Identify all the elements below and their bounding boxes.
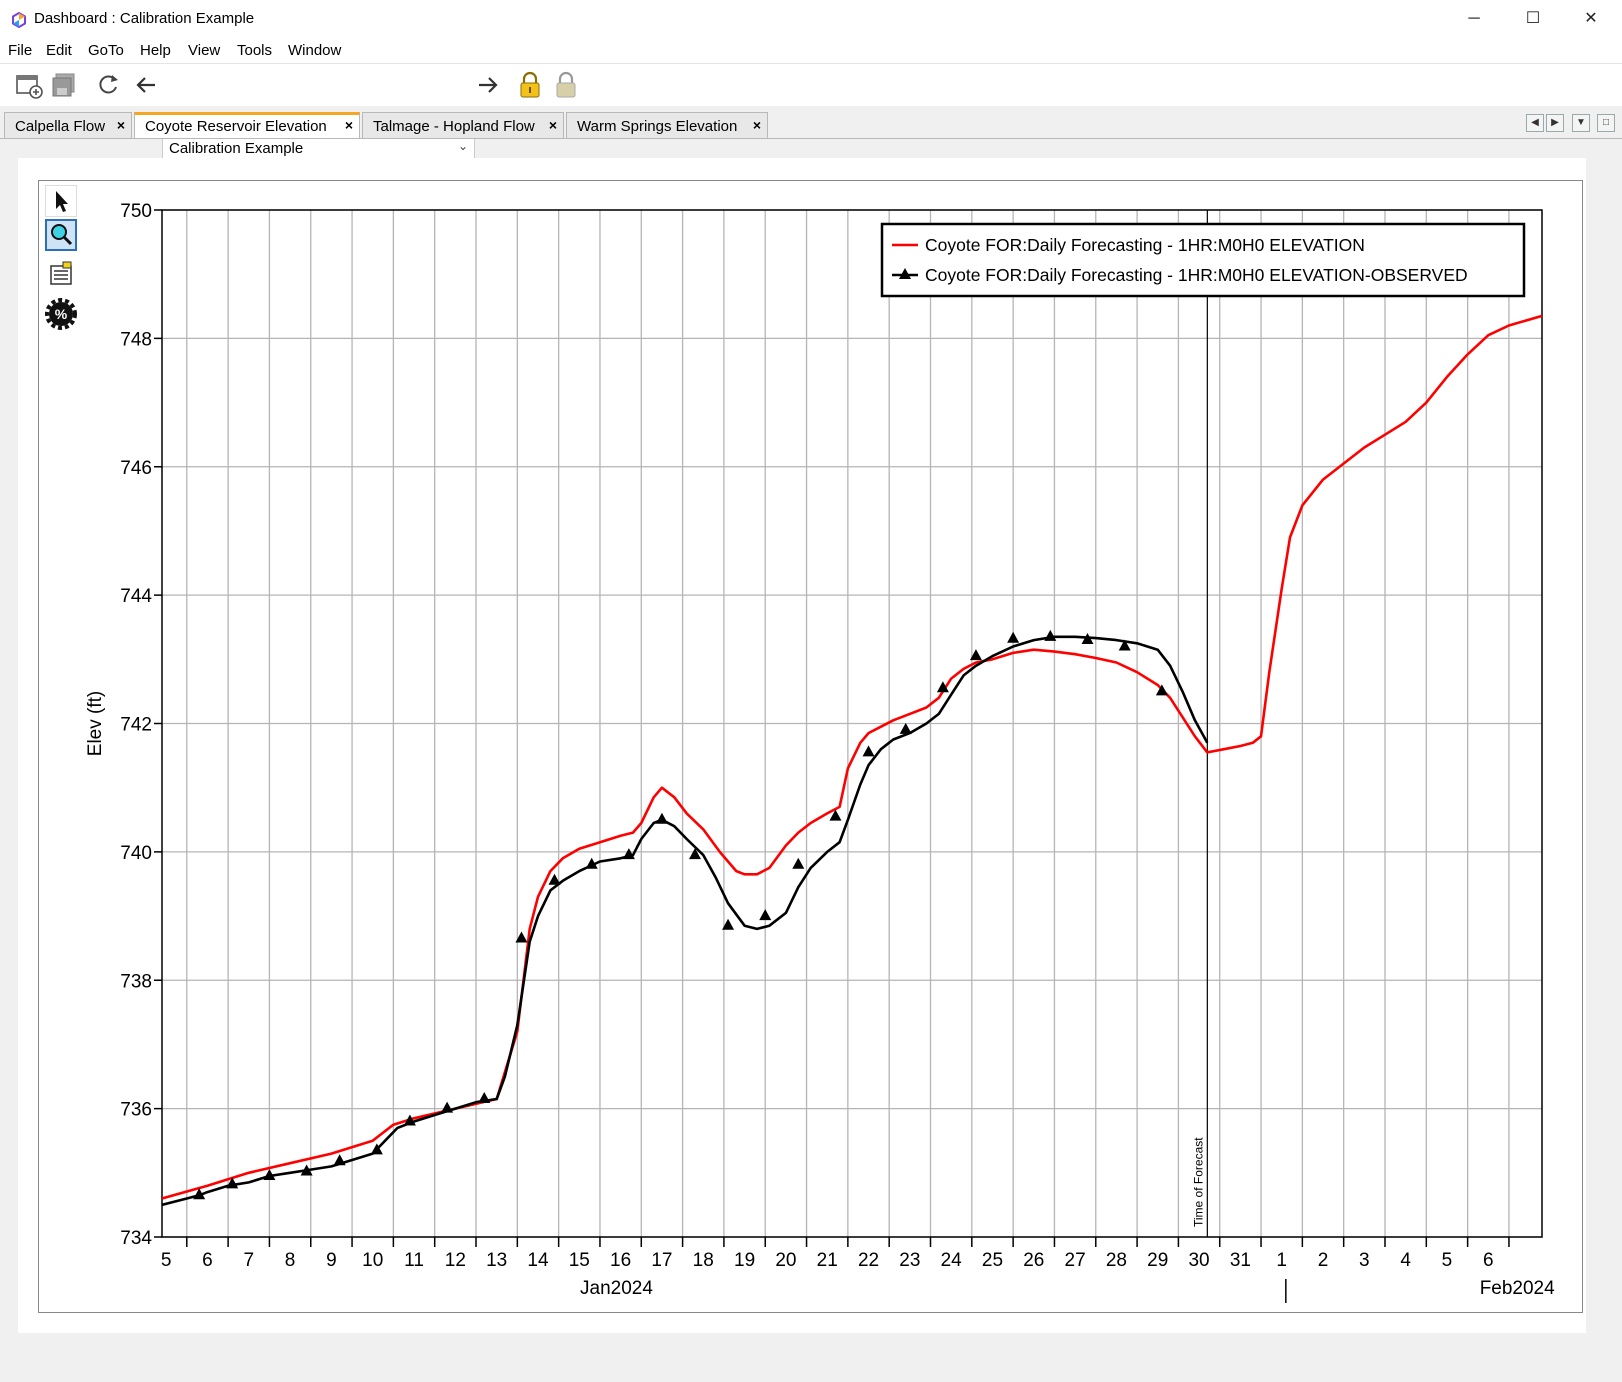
close-tab-icon[interactable]: × bbox=[345, 117, 353, 133]
unlock-icon[interactable] bbox=[551, 70, 581, 100]
tab-warm-springs-elevation[interactable]: Warm Springs Elevation × bbox=[566, 112, 768, 138]
new-dashboard-icon[interactable] bbox=[14, 70, 44, 100]
chevron-down-icon: ⌄ bbox=[458, 139, 468, 153]
save-icon[interactable] bbox=[50, 70, 80, 100]
tab-bar: Calpella Flow × Coyote Reservoir Elevati… bbox=[0, 110, 1622, 139]
maximize-button[interactable]: ☐ bbox=[1510, 6, 1556, 32]
menu-edit[interactable]: Edit bbox=[46, 42, 72, 59]
menu-window[interactable]: Window bbox=[288, 42, 341, 59]
menu-file[interactable]: File bbox=[8, 42, 32, 59]
tab-label: Calpella Flow bbox=[15, 118, 105, 135]
pointer-tool-icon[interactable] bbox=[45, 185, 77, 217]
menu-bar: File Edit GoTo Help View Tools Window bbox=[0, 38, 1622, 64]
app-logo-icon bbox=[12, 12, 26, 28]
gear-percent-icon[interactable]: % bbox=[45, 298, 77, 330]
tab-calpella-flow[interactable]: Calpella Flow × bbox=[4, 112, 132, 138]
forward-arrow-icon[interactable] bbox=[473, 70, 503, 100]
window-title: Dashboard : Calibration Example bbox=[34, 10, 254, 27]
close-button[interactable]: ✕ bbox=[1568, 6, 1614, 32]
tab-coyote-reservoir-elevation[interactable]: Coyote Reservoir Elevation × bbox=[134, 112, 360, 138]
refresh-icon[interactable] bbox=[93, 70, 123, 100]
scroll-tabs-left-icon[interactable]: ◀ bbox=[1526, 114, 1544, 132]
maximize-panel-icon[interactable]: □ bbox=[1597, 114, 1615, 132]
tab-label: Coyote Reservoir Elevation bbox=[145, 118, 327, 135]
close-tab-icon[interactable]: × bbox=[549, 117, 557, 133]
menu-help[interactable]: Help bbox=[140, 42, 171, 59]
tab-label: Warm Springs Elevation bbox=[577, 118, 737, 135]
svg-text:%: % bbox=[55, 306, 68, 322]
toolbar: Calibration Example ⌄ bbox=[0, 64, 1622, 106]
close-tab-icon[interactable]: × bbox=[117, 117, 125, 133]
menu-tools[interactable]: Tools bbox=[237, 42, 272, 59]
menu-goto[interactable]: GoTo bbox=[88, 42, 124, 59]
chart-frame bbox=[38, 180, 1583, 1313]
tab-label: Talmage - Hopland Flow bbox=[373, 118, 535, 135]
dashboard-select-value: Calibration Example bbox=[169, 140, 303, 157]
scroll-tabs-right-icon[interactable]: ▶ bbox=[1546, 114, 1564, 132]
minimize-button[interactable]: ─ bbox=[1451, 6, 1497, 32]
back-arrow-icon[interactable] bbox=[131, 70, 161, 100]
lock-icon[interactable] bbox=[515, 70, 545, 100]
menu-view[interactable]: View bbox=[188, 42, 220, 59]
zoom-tool-icon[interactable] bbox=[45, 219, 77, 251]
title-bar: Dashboard : Calibration Example ─ ☐ ✕ bbox=[0, 0, 1622, 38]
tab-talmage-hopland-flow[interactable]: Talmage - Hopland Flow × bbox=[362, 112, 564, 138]
close-tab-icon[interactable]: × bbox=[753, 117, 761, 133]
tab-list-dropdown-icon[interactable]: ▼ bbox=[1572, 114, 1590, 132]
properties-tool-icon[interactable] bbox=[45, 258, 77, 290]
